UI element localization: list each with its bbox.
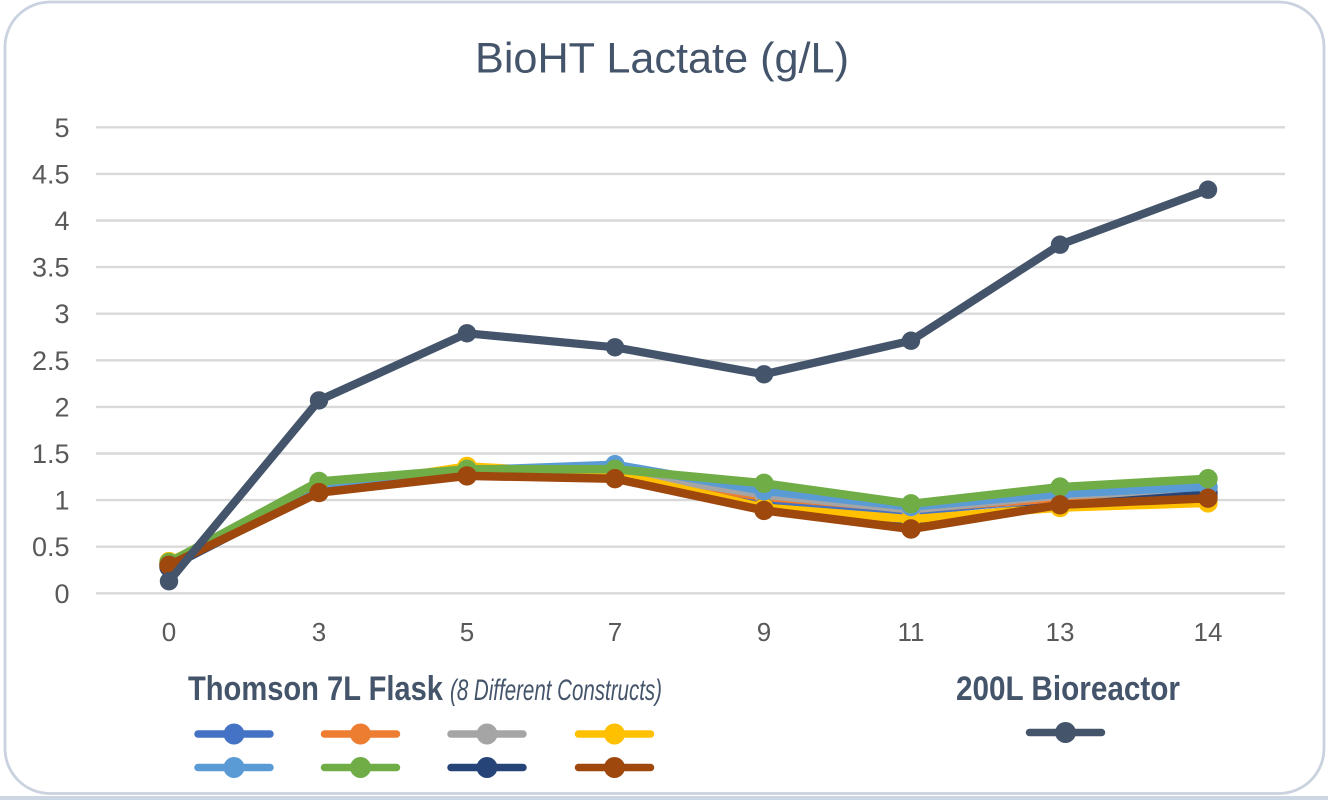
svg-text:3: 3 (54, 299, 69, 329)
svg-text:5: 5 (460, 617, 474, 647)
svg-text:2.5: 2.5 (32, 346, 70, 376)
svg-text:7: 7 (608, 617, 622, 647)
svg-text:BioHT Lactate (g/L): BioHT Lactate (g/L) (475, 35, 849, 83)
svg-text:14: 14 (1194, 617, 1223, 647)
svg-text:4: 4 (54, 206, 69, 236)
svg-text:4.5: 4.5 (32, 159, 70, 189)
svg-text:3: 3 (312, 617, 326, 647)
svg-text:2: 2 (54, 392, 69, 422)
svg-text:5: 5 (54, 113, 69, 143)
svg-text:11: 11 (898, 617, 925, 647)
svg-text:9: 9 (757, 617, 771, 647)
svg-text:200L Bioreactor: 200L Bioreactor (956, 670, 1180, 708)
svg-text:Thomson 7L Flask: Thomson 7L Flask (188, 670, 443, 708)
svg-text:(8 Different Constructs): (8 Different Constructs) (450, 674, 662, 707)
svg-text:3.5: 3.5 (32, 253, 70, 283)
svg-text:1.5: 1.5 (32, 439, 70, 469)
svg-text:1: 1 (54, 486, 69, 516)
svg-text:13: 13 (1046, 617, 1075, 647)
svg-text:0: 0 (162, 617, 176, 647)
svg-text:0.5: 0.5 (32, 532, 70, 562)
svg-text:0: 0 (54, 579, 69, 609)
